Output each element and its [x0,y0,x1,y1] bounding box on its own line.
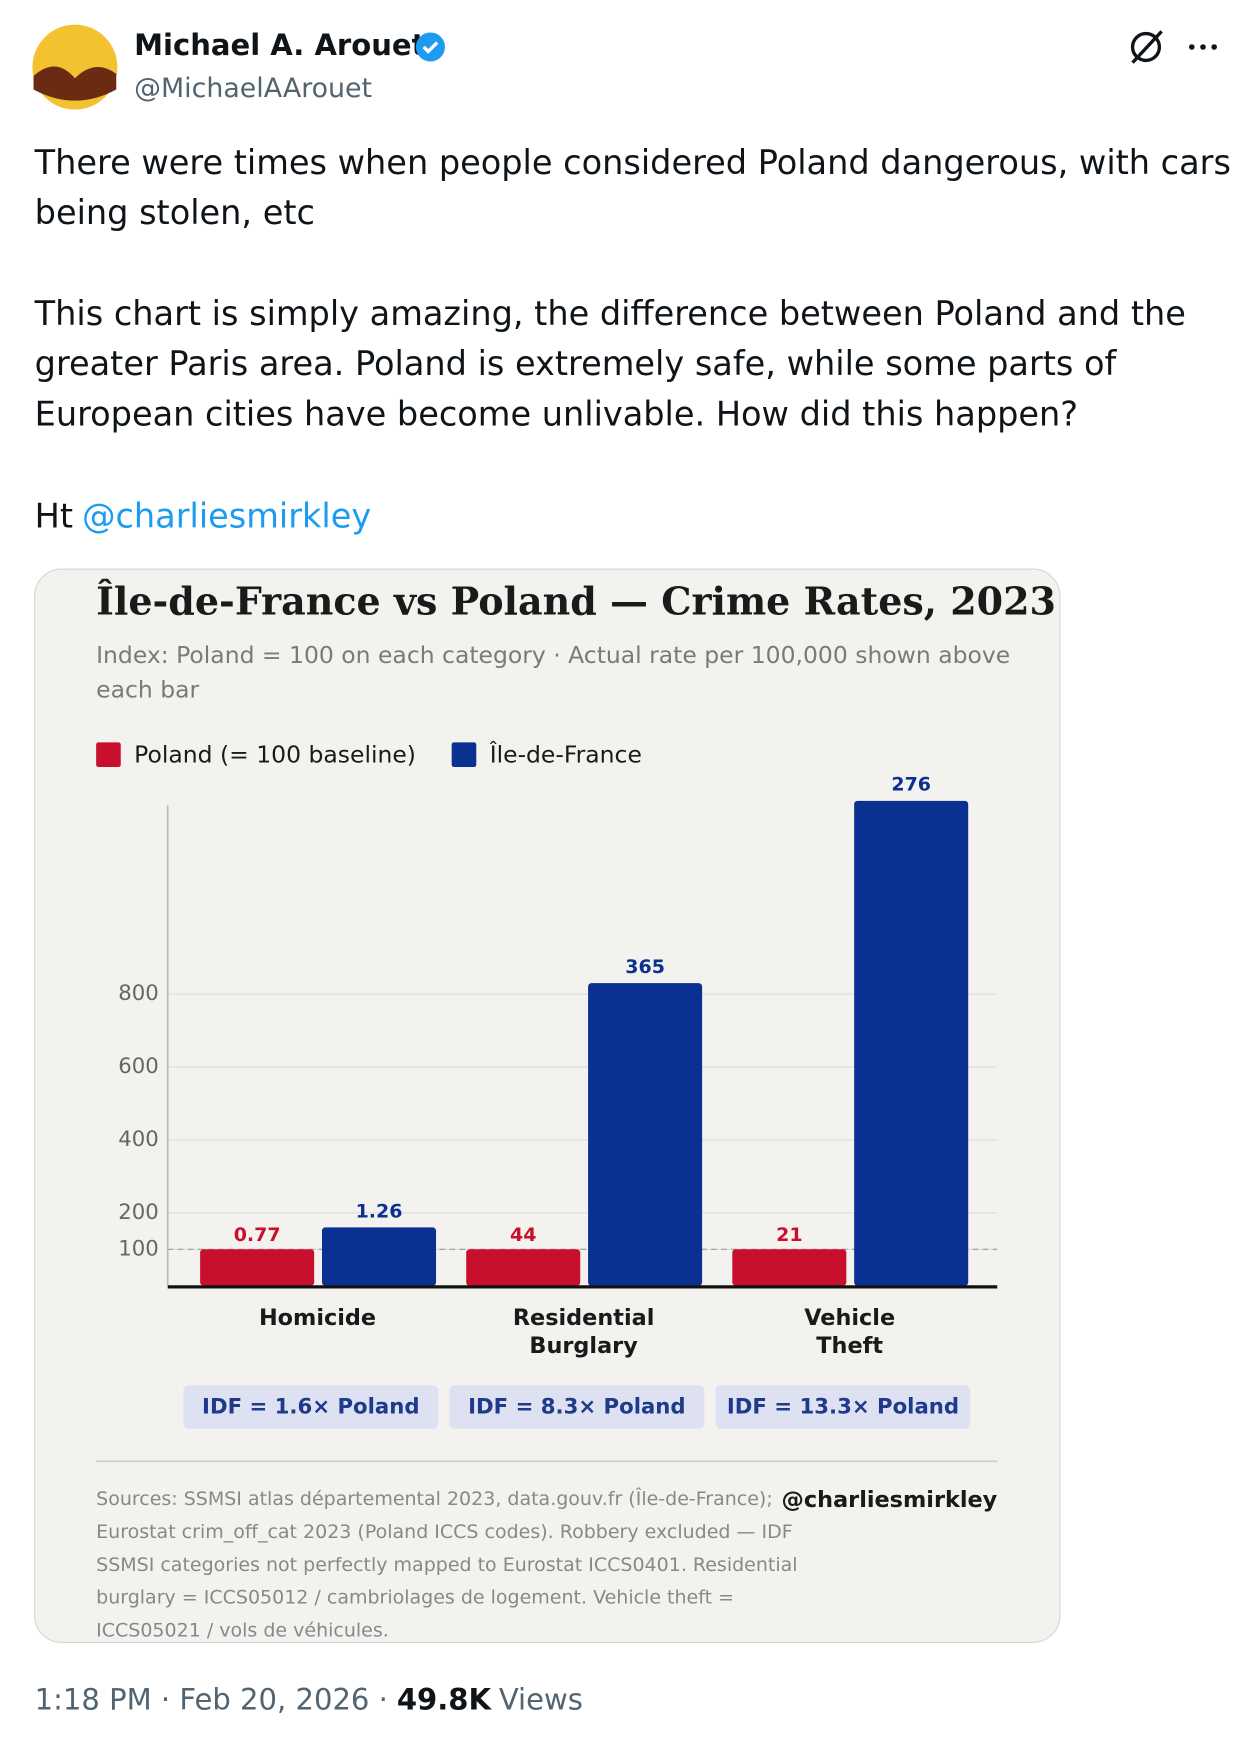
tweet-line: greater Paris area. Poland is extremely … [35,344,1118,383]
annotation-text: IDF = 8.3× Poland [468,1395,685,1420]
legend-label: Île-de-France [489,740,642,768]
tweet-line: European cities have become unlivable. H… [35,394,1078,433]
rate-label: 1.26 [356,1200,403,1222]
source-line: Sources: SSMSI atlas départemental 2023,… [96,1487,773,1510]
x-tick-label: Residential Burglary [513,1305,655,1359]
ht: Ht [35,496,73,535]
source-line: SSMSI categories not perfectly mapped to… [96,1554,797,1576]
source-line: burglary = ICCS05012 / cambriolages de l… [96,1587,734,1609]
grok-icon[interactable] [1130,31,1162,63]
author-name[interactable]: Michael A. Arouet [134,28,425,62]
annotation-text: IDF = 1.6× Poland [202,1395,419,1420]
author-handle[interactable]: @MichaelAArouet [134,73,372,104]
legend-swatch [451,742,477,767]
annotation-badge [449,1385,705,1429]
y-tick-label: 400 [118,1127,159,1152]
rate-label: 365 [625,956,665,978]
bar [321,1227,437,1286]
avatar-art [33,66,117,101]
chart-title: Île-de-France vs Poland — Crime Rates, 2… [96,578,1056,623]
rate-label: 0.77 [234,1224,281,1246]
more-button[interactable] [1189,44,1217,50]
y-tick-label: 100 [118,1236,159,1261]
tweet-line: There were times when people considered … [34,143,1231,182]
legend-label: Poland (= 100 baseline) [134,740,416,768]
chart-card[interactable] [34,568,1061,1643]
tweet-ht: Ht @charliesmirkley [35,496,372,535]
bar [588,983,703,1286]
y-tick-label: 200 [118,1200,159,1225]
chart-subtitle: Index: Poland = 100 on each category · A… [96,641,1010,669]
bar [854,800,969,1286]
timestamp[interactable]: 1:18 PM · Feb 20, 2026 · [35,1683,388,1717]
chart-subtitle: each bar [96,675,199,703]
y-tick-label: 800 [118,981,159,1006]
chart: Île-de-France vs Poland — Crime Rates, 2… [96,578,1056,1642]
x-tick-label: Vehicle Theft [804,1305,895,1359]
annotation-badge [715,1385,971,1429]
y-tick-label: 600 [118,1054,159,1079]
tweet-text: There were times when people considered … [34,143,1231,434]
annotation-text: IDF = 13.3× Poland [727,1395,959,1420]
annotation-badge [183,1385,439,1429]
rate-label: 276 [891,774,931,796]
legend-swatch [96,742,121,767]
view-count: 49.8K [397,1683,493,1717]
source-line: Eurostat crim_off_cat 2023 (Poland ICCS … [96,1521,793,1543]
tweet-meta: 1:18 PM · Feb 20, 2026 · 49.8K Views [35,1683,583,1717]
views-label: Views [499,1683,583,1717]
rate-label: 44 [510,1224,536,1246]
bar [200,1249,315,1286]
tweet-line: being stolen, etc [35,193,315,232]
verified-check [422,41,439,54]
bar [466,1249,581,1286]
tweet-line: This chart is simply amazing, the differ… [34,294,1186,333]
mention-link[interactable]: @charliesmirkley [82,496,371,535]
rate-label: 21 [776,1224,802,1246]
bar [732,1249,847,1286]
x-tick-label: Homicide [259,1305,376,1331]
source-line: ICCS05021 / vols de véhicules. [96,1620,389,1642]
grok-icon-slash [1131,30,1163,64]
chart-credit: @charliesmirkley [782,1487,998,1513]
